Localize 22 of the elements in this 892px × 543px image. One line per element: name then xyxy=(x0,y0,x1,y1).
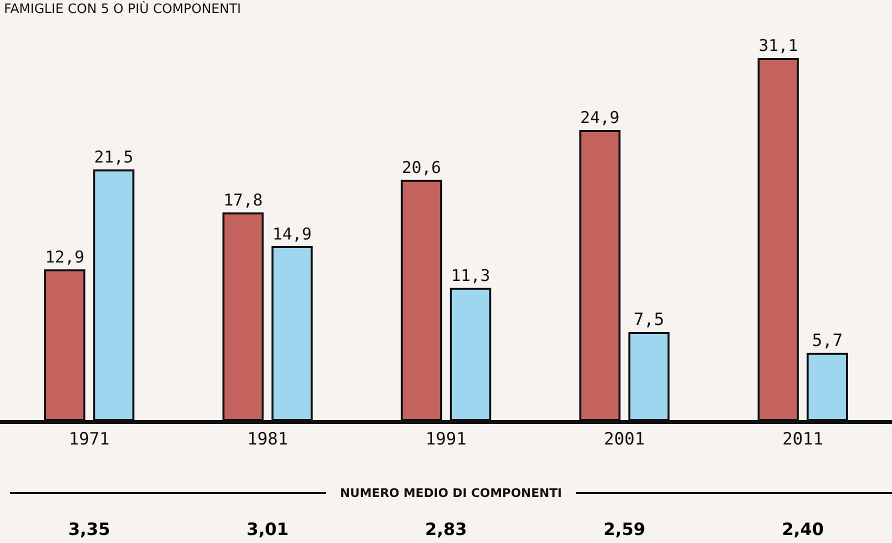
data-label: 11,3 xyxy=(450,266,490,286)
data-label: 17,8 xyxy=(223,190,263,210)
x-tick-label: 2001 xyxy=(604,429,645,450)
text: 2,83 xyxy=(424,520,468,540)
x-tick-label: 1981 xyxy=(247,429,288,450)
data-label: 14,9 xyxy=(272,224,312,244)
text: 3,35 xyxy=(67,520,112,540)
data-label: 31,1 xyxy=(758,36,798,56)
x-tick-label: 2011 xyxy=(782,429,824,450)
data-label: 7,5 xyxy=(634,310,664,330)
data-label: 21,5 xyxy=(94,148,134,167)
text: 3,01 xyxy=(246,520,290,540)
text: FAMIGLIE CON 5 O PIÙ COMPONENTI xyxy=(4,2,242,17)
data-label: 12,9 xyxy=(45,247,84,266)
x-tick-label: 1971 xyxy=(68,429,110,450)
data-label: 20,6 xyxy=(402,158,442,178)
data-label: 5,7 xyxy=(812,330,843,351)
text: 2,40 xyxy=(780,520,825,540)
text: 2,59 xyxy=(602,520,646,540)
text: NUMERO MEDIO DI COMPONENTI xyxy=(339,486,563,500)
x-tick-label: 1991 xyxy=(426,429,466,450)
data-label: 24,9 xyxy=(580,108,620,128)
